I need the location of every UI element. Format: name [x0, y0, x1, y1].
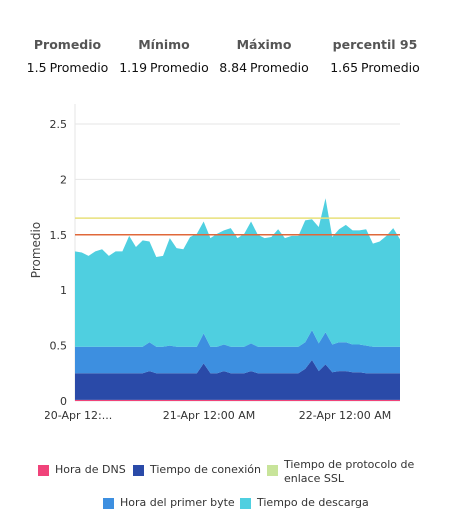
- legend-swatch-connection: [133, 465, 144, 476]
- legend-label-ssl: Tiempo de protocolo de enlace SSL: [284, 458, 415, 485]
- y-axis-ticks: 0 0.5 1 1.5 2 2.5: [50, 118, 68, 408]
- y-tick-label: 2.5: [50, 118, 68, 131]
- legend-label-connection: Tiempo de conexión: [150, 463, 261, 476]
- legend-item-first-byte[interactable]: Hora del primer byte: [103, 496, 235, 510]
- y-tick-label: 2: [60, 173, 67, 186]
- stat-minimum: Mínimo 1.19 Promedio: [114, 38, 214, 75]
- legend-item-ssl[interactable]: Tiempo de protocolo de enlace SSL: [267, 458, 427, 486]
- stat-average-value: 1.5: [26, 60, 47, 75]
- stat-maximum-label: Máximo: [236, 37, 292, 52]
- x-axis-ticks: 20-Apr 12:... 21-Apr 12:00 AM 22-Apr 12:00…: [44, 409, 391, 422]
- stats-summary: Promedio 1.5 Promedio Mínimo 1.19 Promedio…: [0, 0, 450, 100]
- stat-minimum-label: Mínimo: [138, 37, 190, 52]
- area-series-first-byte: [75, 330, 400, 374]
- legend-swatch-ssl: [267, 465, 278, 476]
- legend-swatch-dns: [38, 465, 49, 476]
- y-tick-label: 1: [60, 284, 67, 297]
- y-axis-label: Promedio: [29, 222, 43, 278]
- reference-lines: [75, 217, 400, 236]
- y-tick-label: 1.5: [50, 229, 68, 242]
- legend-item-dns[interactable]: Hora de DNS: [38, 463, 126, 477]
- legend-label-download: Tiempo de descarga: [257, 496, 369, 509]
- stat-maximum: Máximo 8.84 Promedio: [214, 38, 314, 75]
- stat-average: Promedio 1.5 Promedio: [20, 38, 115, 75]
- area-series-connection: [75, 360, 400, 400]
- stat-p95-unit: Promedio: [361, 60, 420, 75]
- legend-item-download[interactable]: Tiempo de descarga: [240, 496, 369, 510]
- stat-maximum-value: 8.84: [219, 60, 248, 75]
- stat-p95-label: percentil 95: [332, 37, 418, 52]
- x-tick-label: 20-Apr 12:...: [44, 409, 112, 422]
- stat-minimum-unit: Promedio: [150, 60, 209, 75]
- x-tick-label: 22-Apr 12:00 AM: [299, 409, 391, 422]
- chart-areas: [75, 198, 400, 401]
- x-tick-label: 21-Apr 12:00 AM: [163, 409, 255, 422]
- stat-p95: percentil 95 1.65 Promedio: [320, 38, 430, 75]
- y-tick-label: 0: [60, 395, 67, 408]
- stat-p95-value: 1.65: [330, 60, 359, 75]
- legend-label-first-byte: Hora del primer byte: [120, 496, 235, 509]
- legend-label-dns: Hora de DNS: [55, 463, 126, 476]
- legend-swatch-download: [240, 498, 251, 509]
- stat-maximum-unit: Promedio: [250, 60, 309, 75]
- y-tick-label: 0.5: [50, 340, 68, 353]
- stat-average-unit: Promedio: [49, 60, 109, 75]
- stat-minimum-value: 1.19: [119, 60, 148, 75]
- stat-average-label: Promedio: [33, 37, 102, 52]
- legend-item-connection[interactable]: Tiempo de conexión: [133, 463, 261, 477]
- area-series-download: [75, 198, 400, 347]
- area-series-dns: [75, 399, 400, 401]
- area-chart: 0 0.5 1 1.5 2 2.5 20-Apr 12:... 21-Apr 12:00 A…: [29, 104, 400, 422]
- legend-swatch-first-byte: [103, 498, 114, 509]
